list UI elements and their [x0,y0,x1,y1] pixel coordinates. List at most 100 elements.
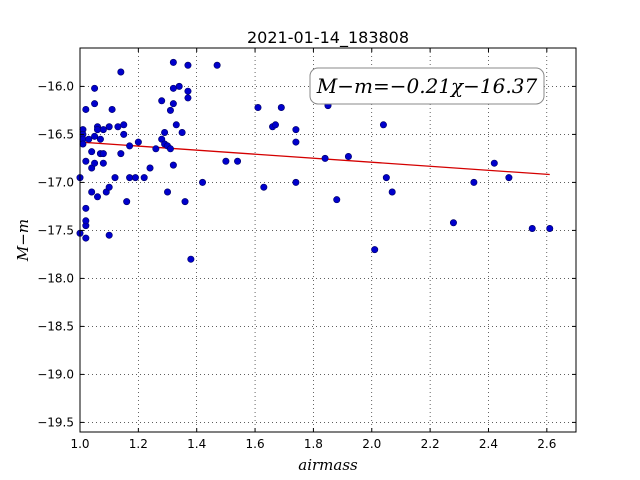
x-tick-label: 2.6 [537,437,556,451]
data-point [169,58,177,66]
data-point [82,105,90,113]
data-point [120,130,128,138]
x-tick-label: 2.2 [421,437,440,451]
data-point [528,224,536,232]
data-point [169,161,177,169]
fit-annotation: M−m=−0.21χ−16.37 [309,67,545,105]
data-point [166,145,174,153]
data-point [169,84,177,92]
annotation-text: M−m=−0.21χ−16.37 [316,74,538,98]
data-point [134,138,142,146]
y-axis-label: M−m [14,219,32,262]
data-point [105,183,113,191]
data-point [321,154,329,162]
x-axis-label: airmass [298,456,358,474]
data-point [254,104,262,112]
data-point [79,140,87,148]
y-tick-label: −19.0 [37,367,74,381]
data-point [164,188,172,196]
data-point [371,246,379,254]
data-point [123,198,131,206]
data-point [199,178,207,186]
data-point [117,68,125,76]
y-tick-label: −18.5 [37,319,74,333]
data-point [126,174,134,182]
data-point [96,135,104,143]
x-tick-label: 2.0 [362,437,381,451]
data-point [82,157,90,165]
data-point [505,174,513,182]
y-tick-label: −19.5 [37,415,74,429]
data-point [449,219,457,227]
data-point [117,150,125,158]
grid-lines [79,48,576,432]
y-tick-label: −18.0 [37,271,74,285]
data-point [271,121,279,129]
data-point [91,159,99,167]
data-point [546,224,554,232]
axis-ticks: 1.0 1.2 1.4 1.6 1.8 2.0 2.2 2.4 2.6 −16.0 −16.5 −17… [37,48,576,451]
data-point [111,174,119,182]
data-point [260,183,268,191]
data-point [91,132,99,140]
data-point [99,126,107,134]
data-point [292,178,300,186]
x-tick-label: 1.2 [129,437,148,451]
data-point [181,198,189,206]
data-point [184,61,192,69]
data-point [292,126,300,134]
data-point [131,174,139,182]
data-point [382,174,390,182]
plot-background [80,48,576,432]
data-point [105,123,113,131]
data-point [234,157,242,165]
data-point [114,123,122,131]
data-point [91,84,99,92]
data-point [470,178,478,186]
data-point [172,121,180,129]
annotation-box [309,67,545,105]
data-point [85,135,93,143]
y-tick-label: −17.0 [37,175,74,189]
data-point [120,121,128,129]
x-tick-label: 1.6 [246,437,265,451]
data-point [94,126,102,134]
data-point [88,148,96,156]
data-point [158,97,166,105]
data-point [152,145,160,153]
data-point [94,193,102,201]
data-point [146,164,154,172]
data-point [161,128,169,136]
data-point [105,231,113,239]
data-point [175,82,183,90]
chart-title: 2021-01-14_183808 [247,28,409,48]
x-tick-label: 1.4 [187,437,206,451]
data-point [108,105,116,113]
data-point [292,138,300,146]
data-point [140,174,148,182]
x-tick-label: 1.0 [70,437,89,451]
data-point [166,106,174,114]
data-point [222,157,230,165]
data-point [82,204,90,212]
x-tick-label: 2.4 [479,437,498,451]
y-tick-label: −16.5 [37,127,74,141]
plot-frame [79,47,577,433]
data-point [184,94,192,102]
y-tick-label: −17.5 [37,223,74,237]
y-tick-label: −16.0 [37,79,74,93]
data-point [126,142,134,150]
x-tick-label: 1.8 [304,437,323,451]
data-point [213,61,221,69]
data-point [490,159,498,167]
data-points [76,58,554,263]
data-point [82,234,90,242]
data-point [187,255,195,263]
data-point [99,159,107,167]
data-point [178,128,186,136]
data-point [99,150,107,158]
data-point [388,188,396,196]
data-point [91,100,99,108]
data-point [344,152,352,160]
